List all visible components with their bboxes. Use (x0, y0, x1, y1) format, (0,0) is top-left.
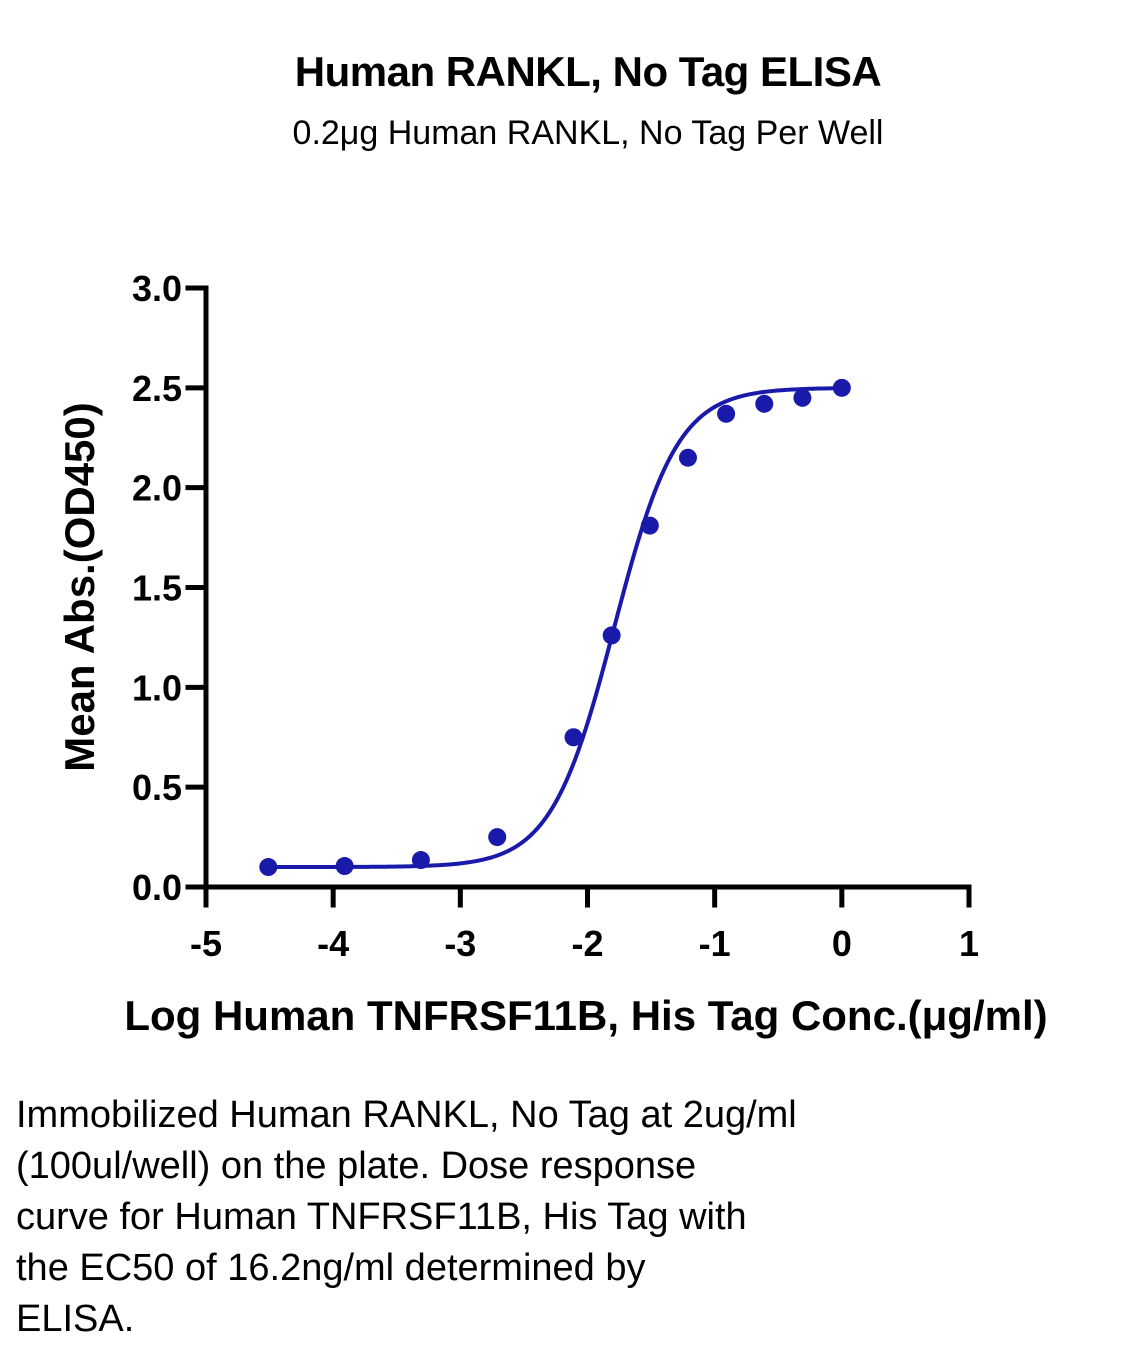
data-point (564, 728, 583, 747)
x-tick-label: -3 (444, 923, 476, 964)
y-tick-label: 3.0 (132, 268, 182, 309)
y-tick-label: 0.0 (132, 867, 182, 908)
x-tick-label: -5 (190, 923, 222, 964)
x-tick-label: -1 (699, 923, 731, 964)
x-tick-label: 1 (959, 923, 979, 964)
data-point (602, 626, 621, 645)
caption-line: Immobilized Human RANKL, No Tag at 2ug/m… (16, 1094, 797, 1136)
y-axis-label: Mean Abs.(OD450) (56, 402, 103, 772)
y-tick-label: 1.0 (132, 667, 182, 708)
y-tick-label: 1.5 (132, 568, 182, 609)
caption-line: ELISA. (16, 1298, 135, 1340)
chart-title: Human RANKL, No Tag ELISA (294, 48, 882, 95)
data-point (678, 448, 697, 467)
chart-plot: 0.0 0.5 1.0 1.5 2.0 2.5 3.0 -5 -4 -3 -2 -1 0 1 Log Hu… (56, 268, 1048, 1039)
caption-line: curve for Human TNFRSF11B, His Tag with (16, 1196, 747, 1238)
chart-axes: 0.0 0.5 1.0 1.5 2.0 2.5 3.0 -5 -4 -3 -2 -1 0 1 (132, 268, 979, 964)
caption-line: the EC50 of 16.2ng/ml determined by (16, 1247, 646, 1289)
data-points-group (259, 378, 851, 877)
data-point (335, 857, 354, 876)
x-axis-label: Log Human TNFRSF11B, His Tag Conc.(μg/ml… (124, 992, 1047, 1039)
data-point (411, 851, 430, 870)
x-tick-label: 0 (832, 923, 852, 964)
fit-curve-group (266, 386, 844, 870)
x-tick-label: -4 (317, 923, 349, 964)
figure-caption: Immobilized Human RANKL, No Tag at 2ug/m… (16, 1090, 1016, 1345)
fit-curve (266, 386, 844, 870)
y-tick-label: 0.5 (132, 767, 182, 808)
data-point (640, 516, 659, 535)
x-tick-label: -2 (571, 923, 603, 964)
y-tick-label: 2.0 (132, 468, 182, 509)
data-point (793, 388, 812, 407)
data-point (488, 828, 507, 847)
data-point (717, 404, 736, 423)
caption-line: (100ul/well) on the plate. Dose response (16, 1145, 697, 1187)
data-point (755, 394, 774, 413)
chart-subtitle: 0.2μg Human RANKL, No Tag Per Well (292, 114, 884, 152)
y-tick-label: 2.5 (132, 368, 182, 409)
data-point (259, 858, 278, 877)
data-point (832, 378, 851, 397)
